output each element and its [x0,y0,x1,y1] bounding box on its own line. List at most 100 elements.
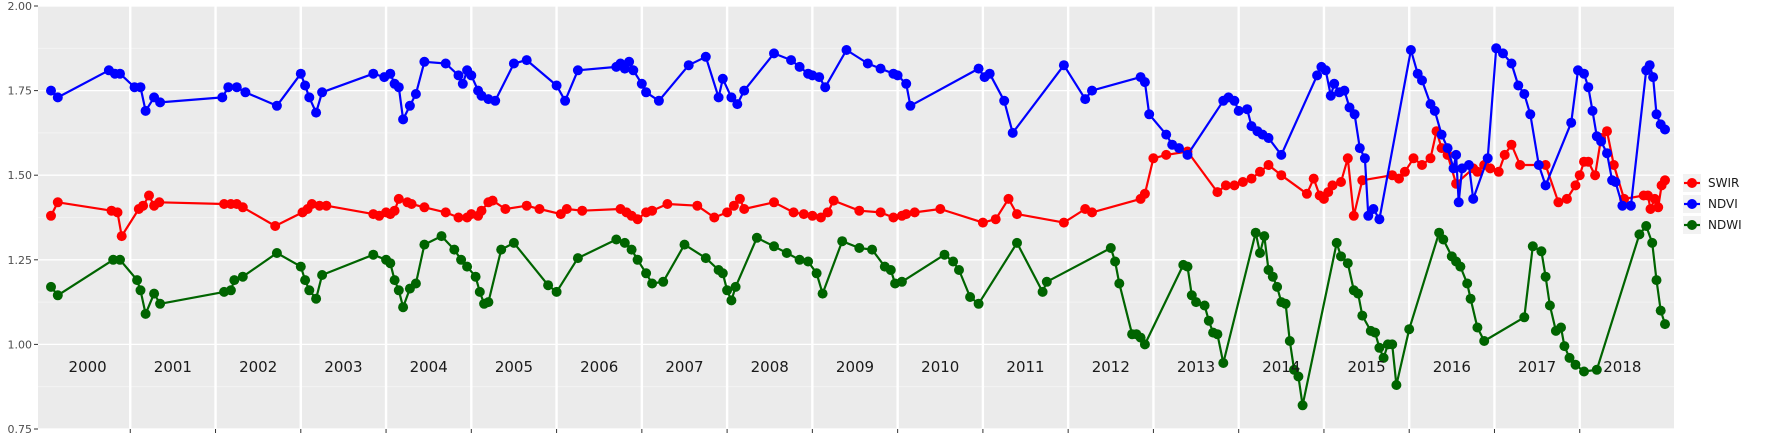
data-point [1012,209,1022,220]
data-point [419,56,430,67]
data-point [385,68,396,79]
data-point [1357,175,1368,186]
data-point [862,58,873,69]
year-label: 2002 [239,358,277,376]
data-point [1212,329,1223,340]
data-point [1336,177,1346,187]
data-point [728,200,739,211]
data-point [1451,149,1462,160]
data-point [551,80,562,91]
legend-key-point [1687,178,1697,188]
data-point [1653,202,1664,213]
data-point [1519,89,1530,99]
data-point [476,205,487,216]
data-point [237,202,248,213]
data-point [1570,359,1581,370]
data-point [1087,207,1097,218]
data-point [154,197,165,208]
data-point [1602,148,1612,159]
data-point [1660,175,1670,186]
data-point [632,254,643,265]
data-point [1641,221,1652,231]
year-label: 2013 [1177,358,1215,376]
data-point [410,89,421,99]
data-point [1651,275,1662,286]
data-point [1148,153,1159,164]
data-point [1610,177,1621,187]
data-point [1561,193,1572,204]
data-point [521,55,532,66]
y-tick-label: 1.50 [8,169,33,182]
data-point [304,92,315,103]
data-point [449,244,460,255]
data-point [1353,288,1364,299]
data-point [295,261,306,272]
data-point [1647,237,1658,248]
data-point [1587,105,1598,116]
data-point [885,265,896,275]
data-point [410,278,421,289]
data-point [1012,237,1022,248]
data-point [901,209,912,220]
data-point [271,248,282,258]
data-point [453,212,464,223]
data-point [231,82,242,93]
data-point [1482,153,1493,164]
data-point [619,237,630,248]
data-point [1559,341,1570,352]
data-point [1161,149,1172,160]
data-point [1114,278,1125,289]
data-point [1570,180,1581,191]
data-point [112,207,123,218]
data-point [647,278,658,289]
data-point [739,85,750,96]
year-label: 2010 [921,358,959,376]
data-point [632,214,643,225]
data-point [1463,160,1474,170]
data-point [440,58,451,69]
data-point [973,63,984,74]
data-point [1342,153,1353,164]
year-label: 2012 [1092,358,1130,376]
data-point [1139,339,1150,350]
data-point [1308,173,1319,184]
data-point [295,68,306,79]
data-point [1540,271,1551,282]
data-point [1293,371,1304,382]
data-point [803,256,814,267]
data-point [543,280,554,291]
data-point [692,200,703,211]
data-point [788,207,799,218]
data-point [500,204,511,214]
data-point [1297,400,1308,411]
data-point [508,237,519,248]
data-point [52,197,63,208]
data-point [1506,139,1517,150]
data-point [1472,322,1483,333]
data-point [1272,281,1283,292]
data-point [440,207,451,218]
data-point [1644,60,1655,71]
data-point [1263,160,1274,170]
data-point [1429,105,1440,116]
data-point [496,244,507,255]
data-point [1544,300,1555,311]
data-point [1574,170,1585,181]
data-point [135,82,146,93]
data-point [1312,70,1323,81]
data-point [905,100,916,111]
data-point [1472,166,1483,177]
legend: SWIR NDVI NDWI [1683,174,1742,234]
year-label: 2017 [1518,358,1556,376]
data-point [1359,153,1370,164]
legend-label: NDWI [1708,218,1742,232]
data-point [1203,315,1214,326]
data-point [140,308,151,319]
data-point [1342,258,1353,269]
data-point [1536,246,1547,257]
data-point [901,78,912,89]
data-point [1250,227,1261,238]
year-label: 2005 [495,358,533,376]
data-point [1468,193,1479,204]
data-point [144,190,154,201]
